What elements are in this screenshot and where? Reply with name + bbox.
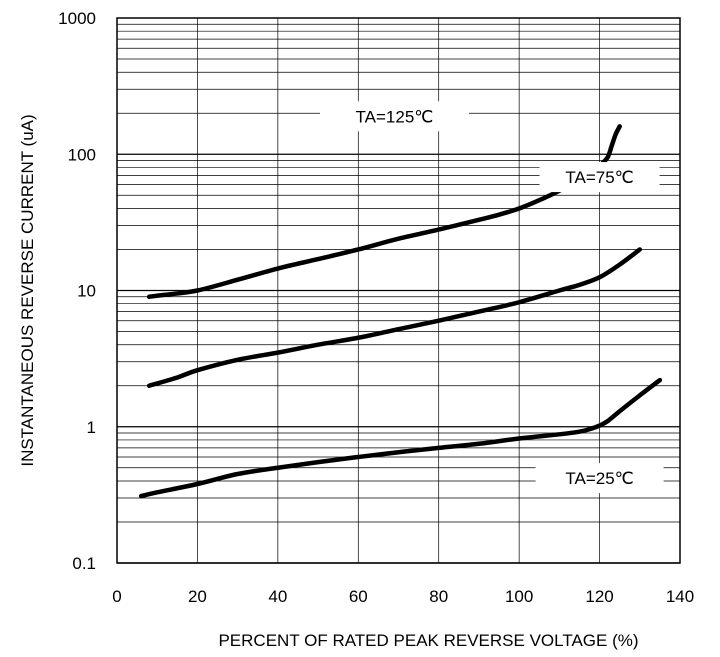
x-axis-title: PERCENT OF RATED PEAK REVERSE VOLTAGE (%… bbox=[218, 631, 638, 650]
y-tick-label: 10 bbox=[77, 282, 96, 301]
x-tick-label: 0 bbox=[112, 587, 121, 606]
y-tick-label: 100 bbox=[68, 145, 96, 164]
curve-label-box-ta-75c bbox=[539, 162, 660, 193]
curve-label-box-ta-25c bbox=[535, 463, 664, 494]
plot-frame bbox=[116, 17, 681, 564]
curves bbox=[138, 124, 663, 499]
x-tick-label: 80 bbox=[429, 587, 448, 606]
x-tick-label: 60 bbox=[349, 587, 368, 606]
x-tick-label: 20 bbox=[188, 587, 207, 606]
tick-labels: 0 20 40 60 80 100 120 140 0.1 1 10 100 1000 bbox=[58, 9, 694, 606]
grid bbox=[116, 18, 681, 564]
y-tick-label: 1000 bbox=[58, 9, 96, 28]
curve-label-ta-25c: TA=25℃ bbox=[565, 469, 633, 488]
series-line-ta-75c bbox=[146, 247, 643, 388]
curve-label-ta-125c: TA=125℃ bbox=[356, 107, 434, 126]
y-axis-title: INSTANTANEOUS REVERSE CURRENT (uA) bbox=[18, 114, 37, 466]
x-tick-label: 120 bbox=[585, 587, 613, 606]
curve-label-box-ta-125c bbox=[319, 101, 469, 132]
series-line-ta-125c bbox=[146, 124, 622, 299]
y-tick-label: 0.1 bbox=[72, 554, 96, 573]
series-line-ta-25c bbox=[138, 377, 663, 499]
x-tick-label: 100 bbox=[505, 587, 533, 606]
x-tick-label: 140 bbox=[666, 587, 694, 606]
curve-label-ta-75c: TA=75℃ bbox=[565, 168, 633, 187]
curve-labels: TA=125℃ TA=75℃ TA=25℃ bbox=[319, 101, 664, 494]
x-tick-label: 40 bbox=[268, 587, 287, 606]
y-tick-label: 1 bbox=[87, 418, 96, 437]
